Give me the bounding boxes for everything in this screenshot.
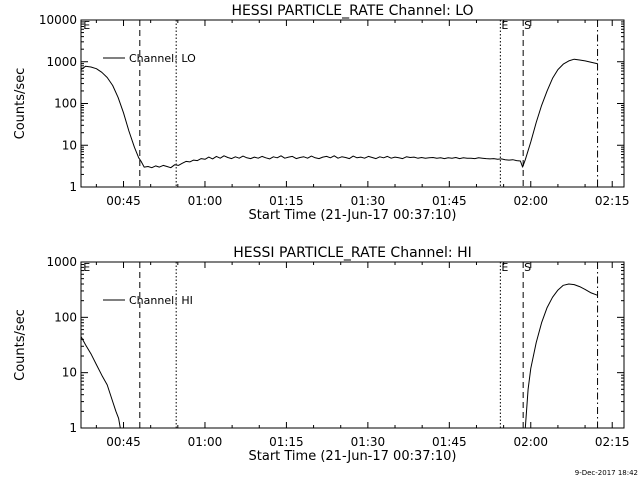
chart-0-x-tick-label-3: 01:30	[351, 194, 386, 208]
chart-0-event-marker-label-4: S	[524, 19, 531, 32]
chart-0-legend-label: Channel: LO	[129, 52, 196, 65]
chart-1-y-axis-label: Counts/sec	[13, 309, 28, 381]
chart-0-y-tick-label-3: 1000	[46, 55, 77, 69]
chart-1-y-tick-label-3: 1000	[46, 255, 77, 269]
chart-1-y-tick-label-0: 1	[69, 421, 77, 435]
chart-0-title: HESSI PARTICLE_RATE Channel: LO	[231, 3, 473, 19]
chart-0-x-axis-label: Start Time (21-Jun-17 00:37:10)	[249, 208, 457, 223]
chart-0-x-tick-label-1: 01:00	[188, 194, 223, 208]
chart-0-y-tick-label-0: 1	[69, 180, 77, 194]
chart-1-event-marker-label-4: S	[524, 261, 531, 274]
chart-0-x-tick-label-4: 01:45	[432, 194, 467, 208]
chart-0-x-tick-label-0: 00:45	[106, 194, 141, 208]
chart-0-y-tick-label-4: 10000	[39, 13, 77, 27]
chart-0-x-tick-label-6: 02:15	[595, 194, 630, 208]
chart-1-x-tick-label-6: 02:15	[595, 435, 630, 449]
chart-0-y-axis-label: Counts/sec	[13, 68, 28, 140]
chart-1-x-tick-label-5: 02:00	[513, 435, 548, 449]
chart-1-plot-frame	[80, 261, 625, 429]
chart-1-series-line-0	[80, 283, 598, 429]
chart-1-x-tick-label-1: 01:00	[188, 435, 223, 449]
chart-1-event-marker-label-0: E	[83, 261, 90, 274]
chart-0-series-line-0	[80, 58, 598, 169]
chart-1-x-tick-label-0: 00:45	[106, 435, 141, 449]
plot-hi: HESSI PARTICLE_RATE Channel: HI 00:45 01:0…	[13, 245, 630, 464]
chart-1-x-axis-label: Start Time (21-Jun-17 00:37:10)	[249, 449, 457, 464]
chart-0-event-marker-label-3: E	[501, 19, 508, 32]
plot-lo: HESSI PARTICLE_RATE Channel: LO 00:45 01:0…	[13, 3, 630, 223]
chart-1-legend-label: Channel: HI	[129, 294, 193, 307]
chart-1-title: HESSI PARTICLE_RATE Channel: HI	[233, 245, 471, 261]
chart-0-x-tick-label-5: 02:00	[513, 194, 548, 208]
timestamp: 9-Dec-2017 18:42	[575, 469, 638, 477]
chart-0-y-tick-label-2: 100	[54, 97, 77, 111]
chart-1-x-tick-label-3: 01:30	[351, 435, 386, 449]
chart-0-y-tick-label-1: 10	[62, 138, 77, 152]
chart-1-x-tick-label-2: 01:15	[269, 435, 304, 449]
chart-0-event-marker-label-0: E	[83, 19, 90, 32]
chart-1-x-tick-label-4: 01:45	[432, 435, 467, 449]
chart-1-event-marker-label-3: E	[501, 261, 508, 274]
chart-1-y-tick-label-2: 100	[54, 310, 77, 324]
chart-1-y-tick-label-1: 10	[62, 366, 77, 380]
chart-0-x-tick-label-2: 01:15	[269, 194, 304, 208]
